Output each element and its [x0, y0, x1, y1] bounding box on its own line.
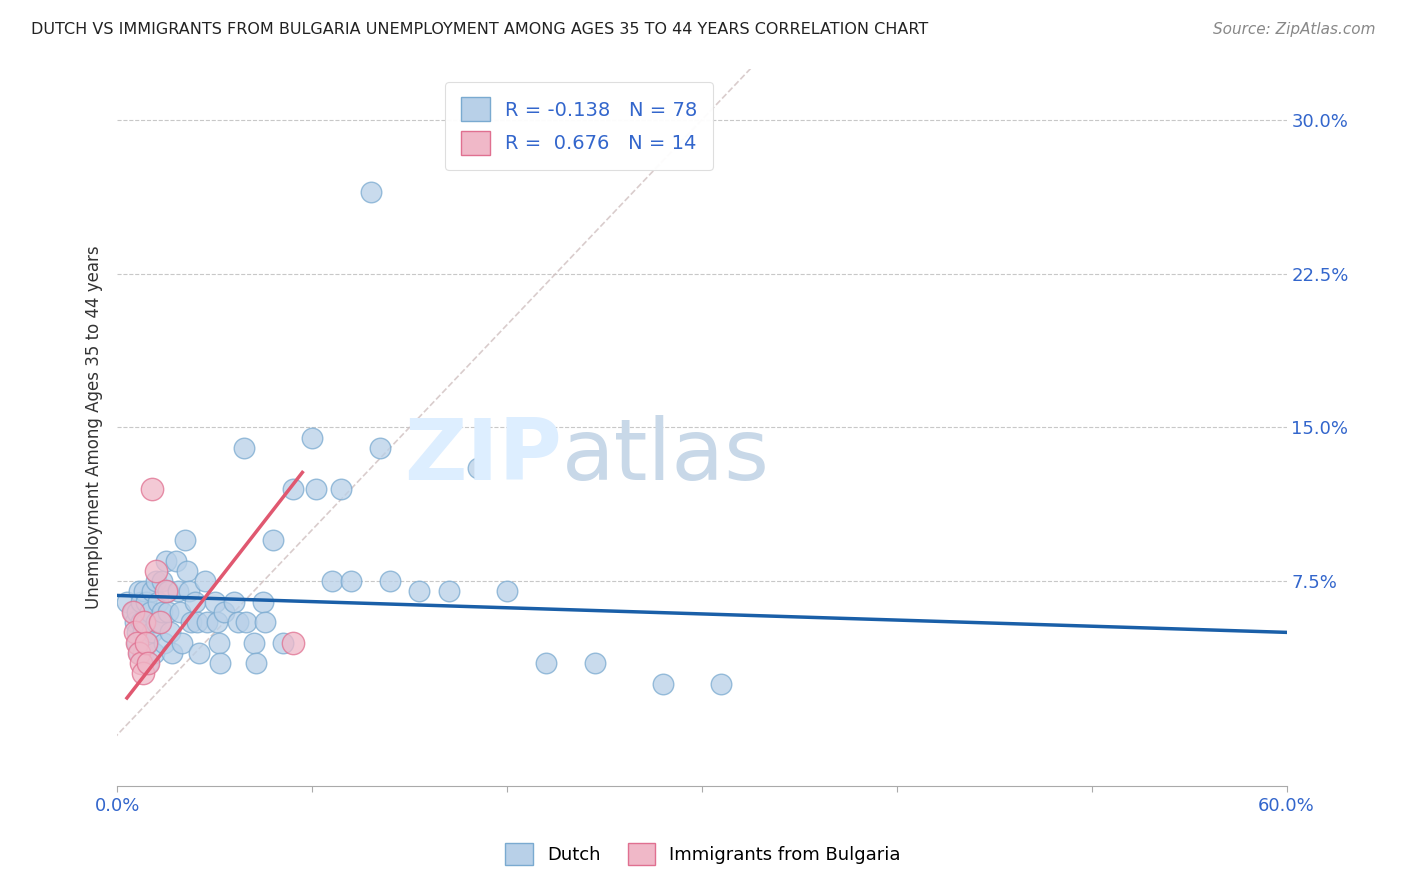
Text: ZIP: ZIP [404, 415, 561, 498]
Text: DUTCH VS IMMIGRANTS FROM BULGARIA UNEMPLOYMENT AMONG AGES 35 TO 44 YEARS CORRELA: DUTCH VS IMMIGRANTS FROM BULGARIA UNEMPL… [31, 22, 928, 37]
Point [281, 482, 304, 496]
Point [184, 594, 207, 608]
Point [224, 594, 246, 608]
Point [194, 574, 217, 588]
Point [156, 605, 179, 619]
Point [138, 635, 160, 649]
Text: Source: ZipAtlas.com: Source: ZipAtlas.com [1212, 22, 1375, 37]
Point [125, 605, 148, 619]
Point [156, 584, 179, 599]
Point [125, 635, 148, 649]
Point [204, 594, 226, 608]
Point [169, 605, 191, 619]
Point [129, 656, 152, 670]
Point [252, 594, 274, 608]
Point [214, 605, 236, 619]
Point [496, 584, 519, 599]
Point [195, 615, 218, 629]
Point [143, 646, 166, 660]
Point [149, 615, 172, 629]
Point [121, 605, 143, 619]
Point [180, 615, 202, 629]
Point [242, 635, 264, 649]
Point [330, 482, 353, 496]
Point [138, 656, 160, 670]
Point [128, 646, 150, 660]
Point [146, 594, 169, 608]
Point [160, 646, 183, 660]
Point [141, 584, 163, 599]
Point [583, 656, 606, 670]
Point [245, 656, 267, 670]
Point [205, 615, 228, 629]
Point [138, 656, 160, 670]
Point [305, 482, 328, 496]
Point [226, 615, 249, 629]
Point [207, 635, 229, 649]
Point [159, 625, 181, 640]
Point [232, 441, 254, 455]
Point [340, 574, 363, 588]
Point [128, 584, 150, 599]
Point [129, 594, 152, 608]
Point [467, 461, 489, 475]
Point [131, 646, 153, 660]
Point [209, 656, 232, 670]
Point [135, 635, 157, 649]
Point [135, 615, 157, 629]
Point [125, 635, 148, 649]
Point [179, 584, 201, 599]
Point [145, 564, 167, 578]
Point [166, 584, 188, 599]
Point [145, 615, 167, 629]
Point [368, 441, 391, 455]
Y-axis label: Unemployment Among Ages 35 to 44 years: Unemployment Among Ages 35 to 44 years [86, 245, 103, 609]
Point [149, 615, 172, 629]
Point [186, 615, 208, 629]
Point [321, 574, 343, 588]
Point [360, 185, 382, 199]
Point [153, 635, 176, 649]
Point [128, 646, 150, 660]
Point [141, 482, 163, 496]
Point [150, 605, 173, 619]
Point [134, 615, 156, 629]
Point [301, 431, 323, 445]
Point [408, 584, 430, 599]
Point [115, 594, 138, 608]
Point [378, 574, 401, 588]
Point [174, 533, 197, 547]
Point [150, 574, 173, 588]
Point [170, 635, 193, 649]
Point [710, 676, 733, 690]
Point [534, 656, 557, 670]
Point [155, 584, 177, 599]
Point [139, 605, 162, 619]
Point [124, 615, 146, 629]
Point [271, 635, 294, 649]
Point [235, 615, 257, 629]
Point [262, 533, 284, 547]
Point [131, 625, 153, 640]
Point [135, 594, 157, 608]
Point [121, 605, 143, 619]
Point [651, 676, 673, 690]
Point [129, 615, 152, 629]
Point [437, 584, 460, 599]
Point [254, 615, 277, 629]
Point [125, 625, 148, 640]
Legend: R = -0.138   N = 78, R =  0.676   N = 14: R = -0.138 N = 78, R = 0.676 N = 14 [446, 82, 713, 170]
Point [176, 564, 198, 578]
Point [281, 635, 304, 649]
Legend: Dutch, Immigrants from Bulgaria: Dutch, Immigrants from Bulgaria [496, 834, 910, 874]
Text: atlas: atlas [561, 415, 769, 498]
Point [155, 553, 177, 567]
Point [134, 584, 156, 599]
Point [188, 646, 211, 660]
Point [124, 625, 146, 640]
Point [131, 666, 153, 681]
Point [141, 625, 163, 640]
Point [145, 574, 167, 588]
Point [165, 553, 187, 567]
